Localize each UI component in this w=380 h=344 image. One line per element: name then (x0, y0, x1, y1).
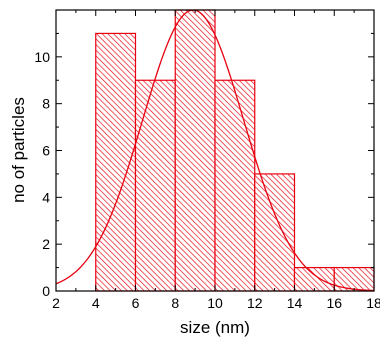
y-tick-label: 2 (42, 236, 50, 252)
x-tick-label: 10 (207, 295, 223, 311)
bar-10-12 (214, 79, 256, 292)
bar-12-14 (254, 173, 296, 292)
bar-4-6 (95, 32, 137, 292)
y-tick-label: 0 (42, 283, 50, 299)
bar-6-8 (134, 79, 176, 292)
fit-curve-group (56, 10, 374, 291)
x-axis-title: size (nm) (180, 318, 250, 337)
x-tick-label: 18 (366, 295, 380, 311)
y-axis-title: no of particles (9, 97, 28, 203)
x-tick-label: 12 (247, 295, 263, 311)
y-tick-label: 8 (42, 96, 50, 112)
bars-group (95, 9, 375, 292)
x-tick-label: 4 (92, 295, 100, 311)
x-tick-label: 16 (326, 295, 342, 311)
y-tick-label: 10 (34, 49, 50, 65)
x-tick-label: 8 (171, 295, 179, 311)
y-tick-label: 4 (42, 189, 50, 205)
x-tick-label: 2 (52, 295, 60, 311)
y-axis: 0 2 4 6 8 10 (34, 32, 374, 299)
bar-14-16 (293, 266, 335, 292)
y-tick-label: 6 (42, 143, 50, 159)
bar-8-10 (174, 9, 216, 292)
x-tick-label: 14 (287, 295, 303, 311)
x-tick-label: 6 (132, 295, 140, 311)
gaussian-fit-line (56, 10, 374, 291)
x-axis: 2 4 6 8 10 12 14 16 18 (52, 10, 380, 311)
